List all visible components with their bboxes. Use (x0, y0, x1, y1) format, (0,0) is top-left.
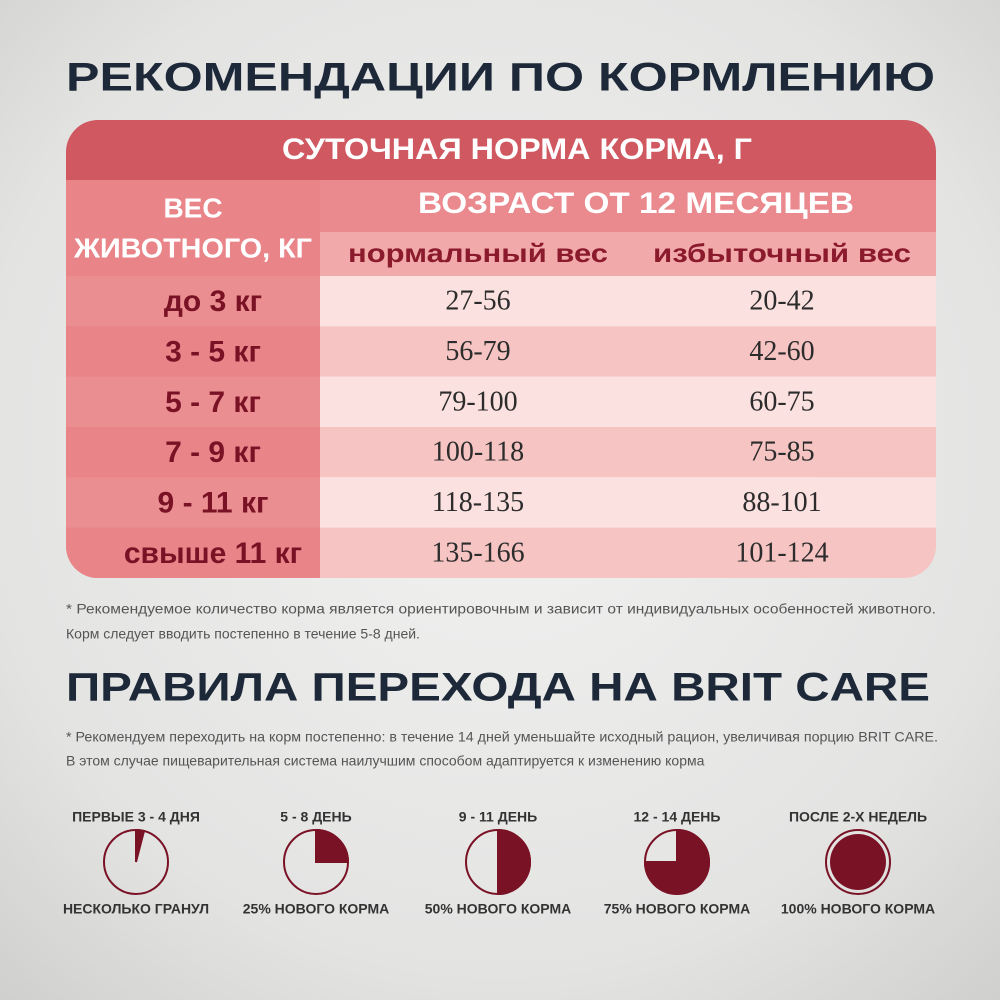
table-row (320, 527, 936, 578)
weight-cell (66, 427, 320, 478)
age-header-row (320, 180, 936, 232)
cell-value: 60-75 (749, 386, 814, 417)
weight-label: 7 - 9 кг (165, 436, 261, 469)
step-result: НЕСКОЛЬКО ГРАНУЛ (63, 901, 209, 917)
cell-value: 42-60 (749, 336, 814, 367)
pie-outline (825, 829, 891, 895)
cell-value: 135-166 (431, 537, 524, 568)
feeding-table: СУТОЧНАЯ НОРМА КОРМА, Г ВЕС ЖИВОТНОГО, К… (66, 120, 936, 578)
step-period: 12 - 14 ДЕНЬ (634, 809, 721, 825)
note: Корм следует вводить постепенно в течени… (66, 626, 420, 642)
step-period: ПЕРВЫЕ 3 - 4 ДНЯ (72, 809, 200, 825)
weight-cell (66, 376, 320, 427)
table-row (320, 326, 936, 377)
cell-value: 101-124 (735, 537, 828, 568)
weight-cell (66, 326, 320, 377)
table-row (320, 477, 936, 528)
step-period: 5 - 8 ДЕНЬ (280, 809, 351, 825)
weight-label: 3 - 5 кг (165, 335, 261, 368)
pie-sector (497, 828, 531, 896)
cell-value: 20-42 (749, 286, 814, 317)
cell-value: 88-101 (742, 487, 821, 518)
cell-value: 27-56 (445, 286, 510, 317)
step-result: 100% НОВОГО КОРМА (781, 901, 935, 917)
step-result: 75% НОВОГО КОРМА (604, 901, 750, 917)
columns-row (320, 232, 936, 276)
pie-sector (135, 828, 146, 863)
cell-value: 118-135 (432, 487, 524, 518)
pie-sector (643, 828, 710, 895)
step-period: ПОСЛЕ 2-Х НЕДЕЛЬ (789, 809, 927, 825)
table-row (320, 276, 936, 327)
column-header: нормальный вес (348, 238, 608, 268)
title: РЕКОМЕНДАЦИИ ПО КОРМЛЕНИЮ (66, 56, 935, 100)
table-caption: СУТОЧНАЯ НОРМА КОРМА, Г (282, 133, 752, 166)
note: * Рекомендуем переходить на корм постепе… (66, 729, 938, 745)
weight-cell (66, 527, 320, 578)
cell-value: 75-85 (749, 437, 814, 468)
cell-value: 56-79 (445, 336, 510, 367)
pie-icons (103, 828, 891, 896)
weight-label: 5 - 7 кг (165, 386, 261, 419)
title: ПРАВИЛА ПЕРЕХОДА НА BRIT CARE (66, 666, 930, 710)
weight-header: ВЕС (163, 192, 222, 223)
step-result: 50% НОВОГО КОРМА (425, 901, 571, 917)
table-row (320, 376, 936, 427)
weight-cell (66, 276, 320, 327)
weight-cell (66, 477, 320, 528)
note: В этом случае пищеварительная система на… (66, 753, 705, 769)
weight-label: свыше 11 кг (124, 537, 302, 570)
note: * Рекомендуемое количество корма являетс… (66, 601, 936, 617)
weight-label: 9 - 11 кг (158, 486, 269, 519)
step-period: 9 - 11 ДЕНЬ (459, 809, 537, 825)
pie-sector (830, 834, 886, 890)
step-result: 25% НОВОГО КОРМА (243, 901, 389, 917)
age-header: ВОЗРАСТ ОТ 12 МЕСЯЦЕВ (418, 187, 854, 220)
caption-row (66, 120, 936, 180)
pie-sector (315, 828, 350, 863)
table-row (320, 427, 936, 478)
weight-label: до 3 кг (164, 285, 262, 318)
weight-header: ЖИВОТНОГО, КГ (73, 232, 312, 263)
column-header: избыточный вес (653, 238, 911, 268)
cell-value: 79-100 (438, 386, 517, 417)
cell-value: 100-118 (432, 437, 524, 468)
